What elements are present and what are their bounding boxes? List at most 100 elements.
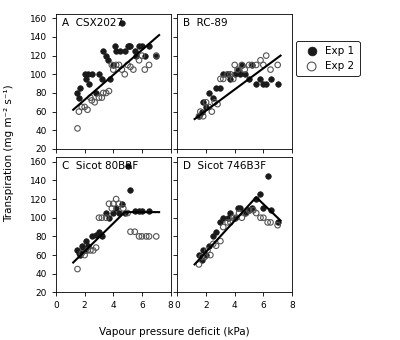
Point bbox=[198, 109, 205, 114]
Point bbox=[204, 248, 211, 253]
Point bbox=[124, 44, 131, 49]
Point bbox=[120, 206, 126, 211]
Point bbox=[142, 67, 148, 72]
Point bbox=[224, 215, 231, 220]
Point bbox=[122, 48, 128, 54]
Text: A  CSX2027: A CSX2027 bbox=[62, 18, 123, 28]
Point bbox=[153, 53, 160, 58]
Point bbox=[124, 164, 131, 169]
Point bbox=[84, 243, 91, 249]
Point bbox=[242, 67, 248, 72]
Point bbox=[96, 95, 102, 100]
Point bbox=[119, 67, 125, 72]
Point bbox=[103, 210, 109, 216]
Point bbox=[237, 71, 244, 77]
Point bbox=[257, 76, 264, 82]
Point bbox=[253, 196, 259, 202]
Point bbox=[260, 62, 266, 68]
Point bbox=[210, 95, 216, 100]
Point bbox=[267, 220, 274, 225]
Point bbox=[78, 251, 85, 256]
Point bbox=[124, 210, 131, 216]
Point bbox=[100, 48, 106, 54]
Point bbox=[267, 76, 274, 82]
Point bbox=[264, 173, 271, 178]
Point bbox=[74, 90, 81, 96]
Point bbox=[109, 62, 115, 68]
Point bbox=[86, 81, 92, 86]
Point bbox=[246, 207, 252, 213]
Point bbox=[76, 109, 82, 114]
Point bbox=[214, 101, 221, 107]
Point bbox=[257, 192, 264, 197]
Point bbox=[139, 53, 145, 58]
Point bbox=[267, 207, 274, 213]
Point bbox=[146, 44, 152, 49]
Point bbox=[126, 44, 132, 49]
Point bbox=[196, 114, 202, 119]
Legend: Exp 1, Exp 2: Exp 1, Exp 2 bbox=[296, 41, 360, 76]
Point bbox=[104, 57, 111, 63]
Point bbox=[124, 62, 131, 68]
Point bbox=[109, 206, 115, 211]
Point bbox=[232, 215, 238, 220]
Point bbox=[84, 71, 91, 77]
Text: C  Sicot 80BRF: C Sicot 80BRF bbox=[62, 161, 138, 171]
Point bbox=[84, 107, 91, 113]
Point bbox=[253, 210, 259, 216]
Point bbox=[122, 71, 128, 77]
Point bbox=[113, 48, 119, 54]
Point bbox=[210, 241, 216, 246]
Point bbox=[217, 86, 224, 91]
Point bbox=[83, 238, 89, 244]
Point bbox=[234, 206, 241, 211]
Point bbox=[207, 252, 214, 258]
Point bbox=[127, 44, 134, 49]
Point bbox=[77, 252, 84, 258]
Point bbox=[197, 109, 204, 114]
Point bbox=[106, 201, 112, 206]
Point bbox=[78, 243, 85, 249]
Point bbox=[76, 251, 82, 256]
Point bbox=[239, 62, 245, 68]
Point bbox=[213, 229, 219, 235]
Point bbox=[132, 229, 138, 235]
Point bbox=[227, 210, 234, 216]
Text: B  RC-89: B RC-89 bbox=[183, 18, 228, 28]
Point bbox=[206, 90, 212, 96]
Point bbox=[90, 248, 96, 253]
Point bbox=[220, 71, 226, 77]
Point bbox=[209, 109, 215, 114]
Point bbox=[110, 210, 116, 216]
Point bbox=[127, 187, 134, 192]
Point bbox=[243, 210, 249, 216]
Point bbox=[263, 81, 270, 86]
Point bbox=[227, 220, 234, 225]
Point bbox=[99, 76, 105, 82]
Point bbox=[263, 53, 270, 58]
Point bbox=[82, 252, 88, 258]
Point bbox=[136, 208, 142, 214]
Point bbox=[200, 248, 206, 253]
Point bbox=[232, 71, 238, 77]
Point bbox=[200, 100, 206, 105]
Point bbox=[210, 234, 216, 239]
Point bbox=[267, 67, 274, 72]
Point bbox=[93, 90, 99, 96]
Point bbox=[239, 215, 245, 220]
Point bbox=[110, 62, 116, 68]
Point bbox=[246, 76, 252, 82]
Point bbox=[136, 44, 142, 49]
Point bbox=[232, 62, 238, 68]
Text: Vapour pressure deficit (kPa): Vapour pressure deficit (kPa) bbox=[99, 327, 249, 337]
Point bbox=[233, 215, 239, 220]
Point bbox=[107, 76, 114, 82]
Point bbox=[130, 67, 136, 72]
Point bbox=[234, 67, 241, 72]
Point bbox=[153, 53, 160, 58]
Point bbox=[227, 76, 234, 82]
Point bbox=[142, 53, 148, 58]
Point bbox=[206, 104, 212, 110]
Point bbox=[116, 210, 122, 216]
Point bbox=[103, 53, 109, 58]
